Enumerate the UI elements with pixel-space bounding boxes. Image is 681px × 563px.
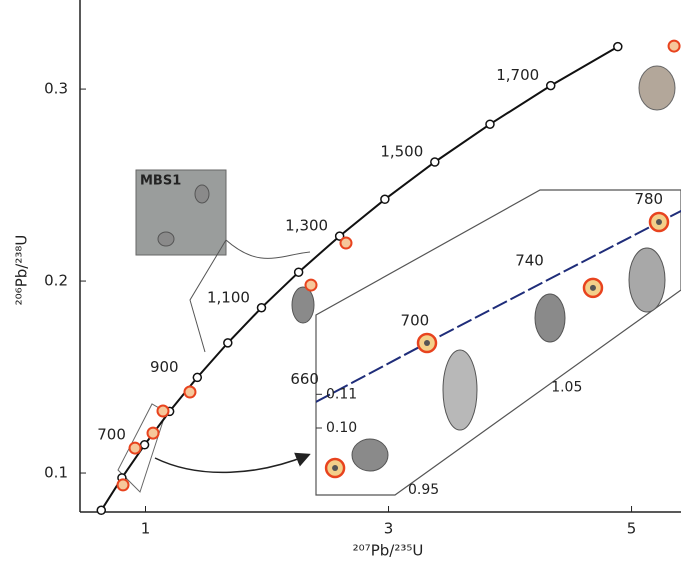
x-tick-label: 1.05 [551,379,582,395]
grain [351,438,389,472]
inset-frame [315,189,681,496]
y-tick-label: 0.2 [44,272,68,290]
data-point [339,236,353,250]
sample-label: MBS1 [140,174,181,189]
age-label: 660 [290,370,319,388]
connector [189,239,227,353]
concordia-point [380,194,390,205]
grain [194,184,210,204]
age-label: 1,500 [380,143,423,161]
grain [628,247,666,313]
grain [291,286,315,324]
y-tick-label: 0.10 [326,420,357,436]
x-tick-label: 1 [141,520,151,538]
data-point-core [589,284,596,291]
x-axis-label: ²⁰⁷Pb/²³⁵U [353,542,424,560]
age-label: 700 [401,312,430,330]
data-point-core [655,218,662,225]
main-plot: ²⁰⁷Pb/²³⁵U ²⁰⁶Pb/²³⁸U MBS1 1 3 5 0.1 0.2 0.3 7… [13,0,681,560]
x-tick-label: 3 [384,520,394,538]
connector [225,239,311,259]
concordia-point [485,119,495,129]
sample-image [135,169,227,256]
age-label: 1,700 [496,66,539,84]
data-point [156,404,170,418]
grain [157,231,175,247]
y-tick-label: 0.3 [44,80,68,98]
concordia-point [293,267,304,277]
concordia-line [316,190,681,432]
grain [534,293,566,343]
concordia-point [192,372,203,383]
concordia-line [100,45,619,511]
concordia-point [613,41,623,52]
concordia-point [96,505,107,516]
age-label: 740 [515,251,544,269]
data-point [667,39,681,53]
data-point [304,278,318,292]
y-tick-label: 0.1 [44,464,68,482]
data-point [146,426,160,440]
data-point [116,478,130,492]
age-label: 900 [150,358,179,376]
inset: 0.100.110.951.051.15660700740780 [290,189,681,498]
grain [638,65,676,111]
age-label: 1,300 [285,217,328,235]
inset-plot [316,190,681,479]
concordia-point [334,231,345,241]
age-label: 1,100 [207,288,250,306]
x-tick-label: 5 [627,520,637,538]
grain [442,349,478,431]
data-point-core [424,339,431,346]
concordia-point [256,302,267,313]
concordia-point [223,338,233,348]
x-tick-label: 0.95 [408,482,439,498]
concordia-point [139,440,150,450]
data-point-core [332,465,339,472]
y-tick-label: 0.11 [326,386,357,402]
concordia-point [430,157,440,167]
age-label: 780 [634,190,663,208]
arrow [154,452,311,474]
y-axis-label: ²⁰⁶Pb/²³⁸U [13,235,31,306]
data-point [128,441,142,455]
data-point [183,385,197,399]
concordia-point [545,80,556,91]
age-label: 700 [97,425,126,443]
